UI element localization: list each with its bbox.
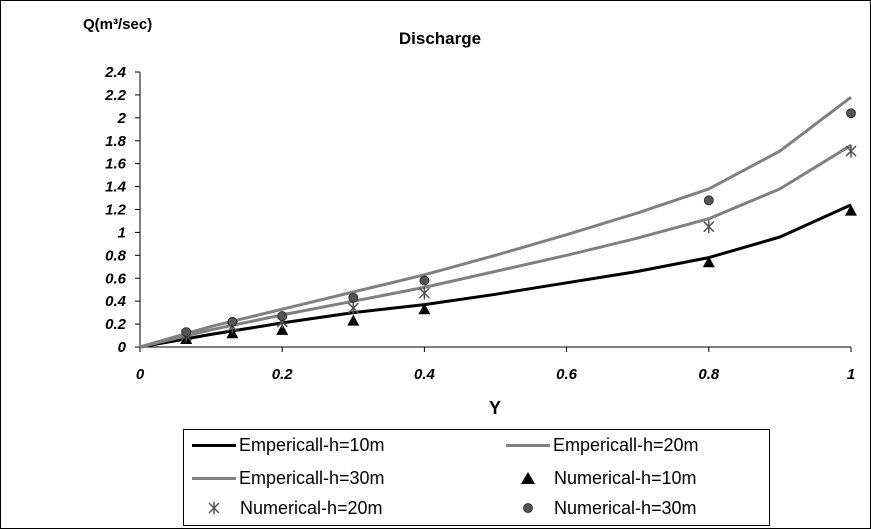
- legend-label-num-30: Numerical-h=30m: [554, 497, 697, 518]
- legend-item-emp-20: Empericall-h=20m: [506, 434, 699, 456]
- legend-item-num-30: Numerical-h=30m: [506, 497, 697, 519]
- x-tick-label: 0.4: [414, 366, 436, 383]
- y-tick-label: 2: [117, 110, 127, 127]
- triangle-point: [418, 303, 431, 315]
- triangle-point: [276, 323, 289, 335]
- asterisk-point: [845, 144, 857, 158]
- circle-point: [227, 316, 238, 327]
- asterisk-marker-icon: [192, 497, 236, 519]
- series-line-2: [139, 96, 852, 349]
- triangle-point: [347, 314, 360, 326]
- legend-item-emp-30: Empericall-h=30m: [192, 467, 385, 489]
- axes: 0 0.2 0.4 0.6 0.8 1 1.2 1.4 1.6 1.8 2 2.2 2.4 0 0.2 0.4…: [104, 64, 855, 383]
- legend-label-num-20: Numerical-h=20m: [240, 497, 383, 518]
- y-axis-label: Q(m³/sec): [83, 16, 152, 33]
- y-tick-label: 1.6: [105, 156, 127, 173]
- y-tick-label: 0.6: [105, 270, 127, 287]
- legend-item-num-10: Numerical-h=10m: [506, 467, 697, 489]
- legend: Empericall-h=10m Empericall-h=20m Emperi…: [183, 429, 770, 526]
- y-tick-label: 1: [118, 224, 126, 241]
- asterisk-point: [418, 286, 430, 300]
- legend-item-num-20: Numerical-h=20m: [192, 497, 383, 519]
- triangle-marker-icon: [506, 467, 550, 489]
- legend-line-emp-30: [192, 476, 236, 480]
- y-tick-label: 1.2: [105, 202, 127, 219]
- circle-point: [846, 108, 856, 119]
- legend-label-emp-20: Empericall-h=20m: [553, 434, 699, 455]
- y-tick-label: 0.2: [105, 316, 127, 333]
- x-tick-label: 1: [847, 366, 855, 383]
- legend-label-emp-30: Empericall-h=30m: [239, 467, 385, 488]
- triangle-point: [845, 204, 857, 216]
- series-line-0: [139, 203, 852, 349]
- circle-point: [348, 292, 359, 303]
- circle-marker-icon: [506, 497, 550, 519]
- triangle-point: [702, 256, 715, 268]
- legend-label-emp-10: Empericall-h=10m: [239, 434, 385, 455]
- circle-point: [419, 275, 430, 286]
- circle-point: [277, 311, 288, 321]
- y-tick-label: 1.4: [105, 179, 127, 196]
- circle-point: [703, 195, 714, 206]
- y-tick-label: 2.4: [104, 64, 127, 81]
- legend-label-num-10: Numerical-h=10m: [554, 467, 697, 488]
- legend-line-emp-20: [506, 443, 550, 447]
- series-line-1: [139, 144, 852, 349]
- x-tick-label: 0.6: [556, 366, 578, 383]
- x-axis-label: Y: [489, 398, 501, 418]
- y-tick-label: 0.8: [105, 247, 127, 264]
- series-layer: [139, 96, 857, 349]
- x-tick-label: 0: [136, 366, 145, 383]
- legend-item-emp-10: Empericall-h=10m: [192, 434, 385, 456]
- asterisk-point: [347, 301, 359, 315]
- y-tick-label: 0: [118, 339, 127, 356]
- x-tick-label: 0.2: [272, 366, 294, 383]
- circle-point: [181, 327, 192, 338]
- y-tick-label: 0.4: [105, 293, 127, 310]
- asterisk-point: [703, 220, 715, 234]
- y-tick-label: 1.8: [105, 133, 127, 150]
- chart-title: Discharge: [399, 29, 481, 48]
- y-tick-label: 2.2: [104, 87, 127, 104]
- legend-line-emp-10: [192, 443, 236, 447]
- x-tick-label: 0.8: [698, 366, 720, 383]
